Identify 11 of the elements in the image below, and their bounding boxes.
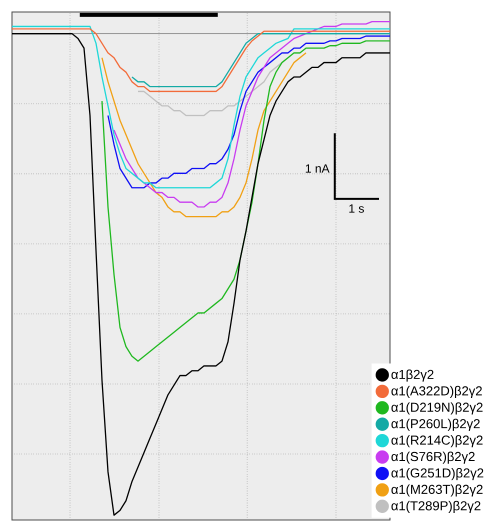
legend-label: α1(P260L)β2γ2 xyxy=(391,418,480,431)
legend-label: α1(S76R)β2γ2 xyxy=(391,452,475,464)
legend-label: α1(T289P)β2γ2 xyxy=(391,500,480,513)
annotation: 1 s xyxy=(349,204,364,213)
annotation: 1 nA xyxy=(306,164,330,173)
legend-label: α1(M263T)β2γ2 xyxy=(391,484,483,497)
legend-label: α1(D219N)β2γ2 xyxy=(391,402,483,414)
legend-label: α1(A322D)β2γ2 xyxy=(391,386,482,398)
legend-label: α1β2γ2 xyxy=(391,369,434,382)
legend-label: α1(R214C)β2γ2 xyxy=(391,435,483,448)
legend-label: α1(G251D)β2γ2 xyxy=(391,468,484,480)
